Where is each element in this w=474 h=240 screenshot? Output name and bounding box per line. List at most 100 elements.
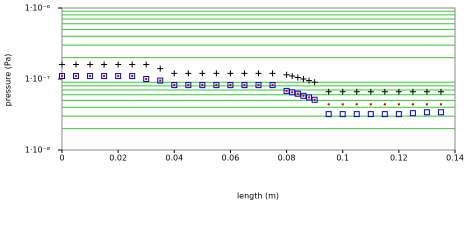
dot-point	[159, 79, 162, 82]
plus-point	[409, 88, 416, 95]
dot-point	[145, 77, 148, 81]
x-axis-title: length (m)	[237, 192, 279, 201]
square-point	[115, 73, 122, 80]
square-point	[294, 90, 301, 97]
dot-point	[116, 74, 120, 78]
dot-point	[397, 103, 401, 106]
plus-point	[395, 88, 402, 95]
square-point	[353, 111, 360, 118]
square-point	[306, 94, 313, 101]
x-tick-label: 0.08	[278, 154, 296, 163]
plus-point	[101, 61, 108, 68]
dot-point	[383, 103, 387, 106]
square-point	[129, 73, 136, 80]
x-tick-label: 0.02	[109, 154, 127, 163]
dot-point	[229, 83, 232, 87]
plus-point	[213, 70, 220, 77]
dot-point	[307, 96, 311, 99]
dot-point	[411, 103, 415, 106]
square-point	[269, 82, 276, 89]
plus-point	[339, 88, 346, 95]
plus-point	[129, 61, 136, 68]
square-point	[325, 111, 332, 118]
dot-point	[302, 94, 305, 97]
dot-point	[201, 83, 204, 87]
plus-point	[423, 88, 430, 95]
plus-point	[143, 61, 150, 68]
dot-point	[285, 89, 288, 93]
square-point	[171, 82, 178, 89]
plus-point	[311, 79, 318, 86]
square-point	[255, 82, 262, 89]
square-point	[283, 87, 290, 94]
square-point	[311, 96, 318, 103]
dot-point	[271, 83, 274, 87]
square-point	[101, 73, 108, 80]
plus-point	[294, 74, 301, 81]
plus-point	[73, 61, 80, 68]
plus-point	[59, 61, 65, 68]
square-point	[395, 111, 402, 118]
square-point	[73, 73, 80, 80]
dot-point	[425, 103, 429, 106]
y-tick-label: 1·10⁻⁶	[25, 4, 50, 13]
y-tick-label: 1·10⁻⁸	[25, 146, 50, 155]
square-point	[339, 111, 346, 118]
square-point	[213, 82, 220, 89]
dot-point	[341, 103, 344, 106]
plus-point	[185, 70, 192, 77]
dot-point	[243, 83, 246, 87]
plus-point	[381, 88, 388, 95]
square-point	[185, 82, 192, 89]
dot-point	[327, 103, 330, 106]
square-point	[157, 77, 164, 84]
square-point	[241, 82, 248, 89]
plus-point	[325, 88, 332, 95]
square-point	[227, 82, 234, 89]
y-axis-title: pressure (Pa)	[4, 54, 13, 107]
plus-point	[255, 70, 262, 77]
plus-point	[87, 61, 94, 68]
dot-point	[439, 103, 443, 106]
dot-point	[187, 83, 190, 87]
dot-point	[313, 98, 316, 101]
square-point	[59, 73, 65, 80]
dot-point	[130, 74, 134, 78]
plus-point	[353, 88, 360, 95]
plus-point	[171, 70, 178, 77]
x-tick-label: 0	[59, 154, 64, 163]
y-tick-label: 1·10⁻⁷	[25, 75, 50, 84]
dot-point	[290, 91, 294, 94]
dot-point	[355, 103, 358, 106]
plus-point	[367, 88, 374, 95]
square-point	[381, 111, 388, 118]
plus-point	[157, 65, 164, 72]
x-tick-label: 0.1	[336, 154, 349, 163]
x-tick-label: 0.14	[446, 154, 464, 163]
plus-point	[227, 70, 234, 77]
square-point	[87, 73, 94, 80]
square-point	[423, 109, 430, 116]
plus-point	[283, 71, 290, 78]
plus-point	[241, 70, 248, 77]
dot-point	[369, 103, 372, 106]
dot-point	[74, 74, 78, 78]
dot-point	[60, 74, 64, 78]
dot-point	[88, 74, 92, 78]
square-point	[367, 111, 374, 118]
plus-point	[115, 61, 122, 68]
dot-point	[173, 83, 176, 87]
square-point	[143, 76, 150, 82]
dot-point	[296, 92, 299, 95]
plus-point	[289, 73, 296, 80]
x-tick-label: 0.12	[390, 154, 408, 163]
dot-point	[102, 74, 106, 78]
x-tick-label: 0.04	[165, 154, 183, 163]
plus-point	[306, 77, 313, 84]
square-point	[437, 109, 444, 116]
plus-point	[269, 70, 276, 77]
dot-point	[215, 83, 218, 87]
x-tick-label: 0.06	[222, 154, 240, 163]
chart: pressure (Pa) length (m) 1·10⁻⁸ 1·10⁻⁷ 1·1…	[4, 4, 464, 201]
plus-point	[300, 76, 307, 82]
